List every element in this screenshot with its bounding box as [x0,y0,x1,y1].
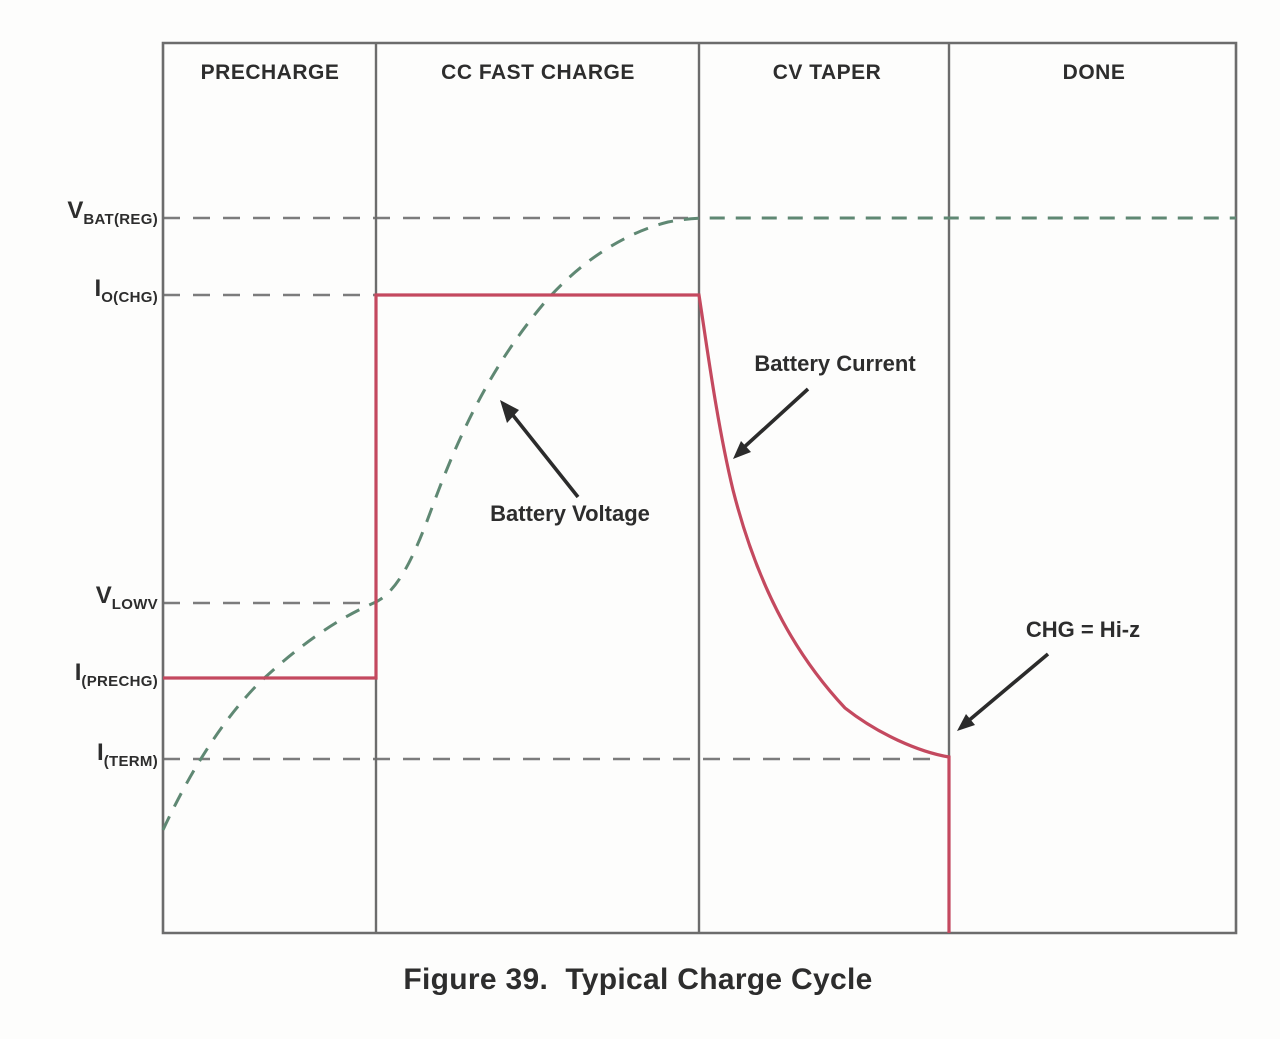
axis-label-vbat-reg-subscript: BAT(REG) [83,211,158,228]
axis-label-vbat-reg: VBAT(REG) [0,197,158,228]
axis-label-iprechg-subscript: (PRECHG) [81,673,158,690]
axis-label-vlowv-symbol: V [95,582,112,609]
battery-voltage-arrow [506,407,580,499]
chg-hiz-arrow [965,652,1050,724]
annotation-battery-current: Battery Current [754,351,916,376]
battery-voltage-curve [161,216,1236,831]
axis-label-iprechg-symbol: I [74,659,82,686]
phase-label-done: DONE [1062,61,1126,84]
battery-current-arrow [739,387,810,452]
phase-label-cc-fast-charge: CC FAST CHARGE [441,61,635,84]
axis-label-vlowv-subscript: LOWV [111,596,158,613]
phase-label-precharge: PRECHARGE [200,61,340,84]
axis-label-io-chg-subscript: O(CHG) [101,289,158,306]
figure-caption: Figure 39. Typical Charge Cycle [403,963,873,996]
axis-label-vlowv: VLOWV [0,582,158,613]
axis-label-iprechg: I(PRECHG) [0,659,158,690]
axis-label-iterm: I(TERM) [0,739,158,770]
battery-current-curve [163,293,951,933]
annotation-battery-voltage: Battery Voltage [490,501,650,526]
chg-hiz-arrowhead-icon [957,714,975,731]
axis-label-iterm-symbol: I [97,739,104,766]
battery-current-arrowhead-icon [733,441,751,459]
battery-voltage-arrowhead-icon [500,400,519,423]
axis-label-vbat-reg-symbol: V [67,197,84,224]
plot-border [161,41,1238,935]
phase-label-cv-taper: CV TAPER [772,61,882,84]
axis-label-iterm-subscript: (TERM) [103,753,158,770]
annotation-chg-hiz: CHG = Hi-z [1025,617,1141,642]
axis-label-io-chg-symbol: I [94,275,102,302]
axis-label-io-chg: IO(CHG) [0,275,158,306]
